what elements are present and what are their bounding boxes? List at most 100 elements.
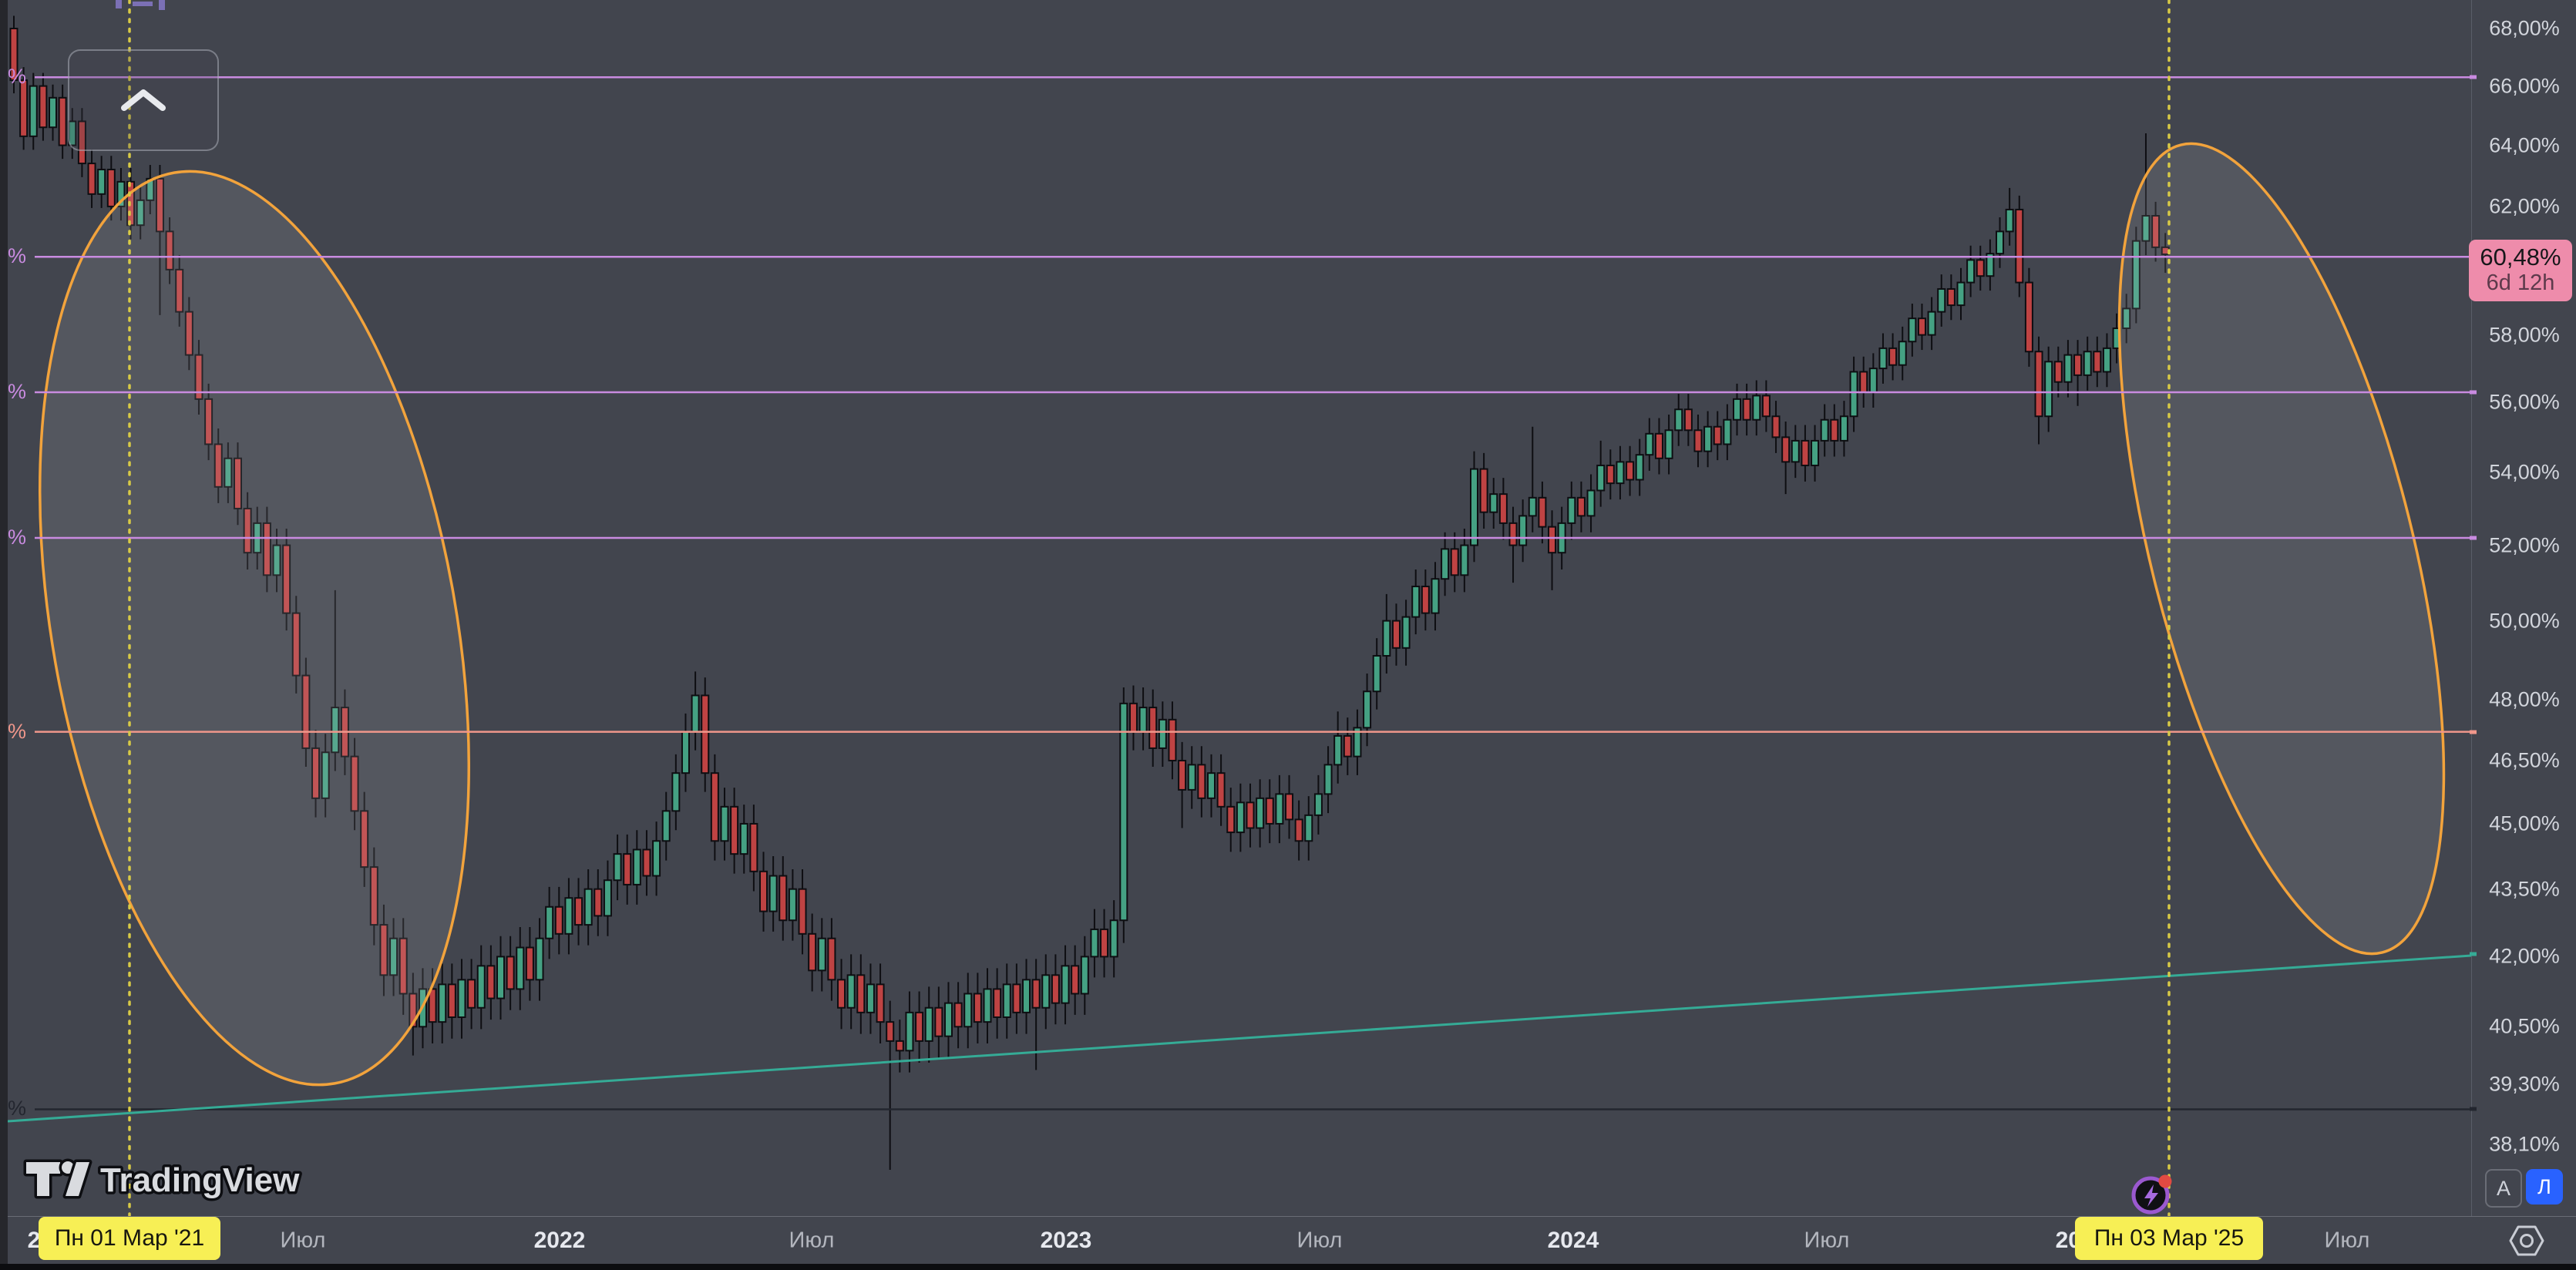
flash-indicator-icon[interactable]	[2130, 1173, 2175, 1220]
candle-down	[525, 946, 534, 981]
candle-up	[438, 983, 447, 1023]
ellipse-drawing[interactable]	[2053, 113, 2509, 984]
candle-up	[924, 1006, 933, 1042]
candle-up	[1811, 439, 1820, 466]
candle-down	[1168, 718, 1177, 761]
candle-up	[583, 888, 593, 926]
time-axis-label-month[interactable]: Июл	[280, 1228, 326, 1253]
clipped-drawing-artifact	[159, 0, 165, 10]
price-axis-label: 43,50%	[2489, 877, 2560, 901]
price-axis-label: 62,00%	[2489, 194, 2560, 218]
candle-up	[963, 993, 973, 1028]
candle-up	[905, 1011, 914, 1052]
candle-up	[1996, 230, 2005, 255]
axis-line-tick	[2470, 75, 2477, 79]
candle-down	[1508, 522, 1518, 546]
candle-down	[759, 870, 768, 912]
candle-down	[1576, 496, 1586, 517]
candle-down	[837, 979, 846, 1009]
bar-countdown: 6d 12h	[2486, 270, 2555, 295]
time-axis-label-year[interactable]: 2023	[1040, 1228, 1092, 1253]
candle-up	[476, 965, 486, 1009]
candle-down	[19, 79, 29, 137]
candle-down	[369, 866, 378, 926]
candle-down	[467, 979, 476, 1009]
candle-up	[1275, 793, 1284, 825]
lightning-bolt-icon	[2144, 1184, 2158, 1207]
candle-up	[652, 840, 661, 877]
price-axis-label: 40,50%	[2489, 1014, 2560, 1038]
window-bottom-edge	[0, 1264, 2576, 1270]
price-axis-label: 52,00%	[2489, 533, 2560, 557]
time-axis-label-month[interactable]: Июл	[1296, 1228, 1343, 1253]
candle-up	[1586, 489, 1596, 517]
line-price-label-cutoff: %	[8, 1097, 27, 1120]
auto-scale-button[interactable]: А	[2485, 1169, 2522, 1208]
candle-up	[1401, 616, 1411, 649]
candle-down	[554, 905, 563, 935]
axis-line-tick	[2470, 390, 2477, 395]
candle-down	[282, 544, 291, 614]
candle-down	[428, 988, 437, 1023]
time-axis-label-year[interactable]: 2022	[533, 1228, 586, 1253]
candle-up	[2063, 354, 2073, 383]
time-axis[interactable]: 2021Июл2022Июл2023Июл2024Июл2025ИюлПн 01…	[0, 1216, 2576, 1265]
collapse-toolbar-button[interactable]	[68, 49, 219, 151]
trendline-drawing[interactable]	[7, 954, 2472, 1123]
candle-down	[1946, 287, 1956, 307]
candle-down	[184, 311, 193, 356]
candle-up	[1839, 415, 1848, 442]
candle-up	[1489, 493, 1498, 513]
candle-up	[1966, 259, 1976, 284]
tradingview-watermark: TradingView	[20, 1153, 498, 1209]
candle-down	[915, 1011, 924, 1042]
candle-up	[389, 937, 399, 976]
chevron-up-icon	[121, 89, 166, 111]
candle-up	[603, 879, 612, 917]
candle-up	[661, 810, 671, 842]
candle-down	[1391, 620, 1401, 649]
candle-up	[1937, 287, 1946, 313]
candle-down	[399, 937, 408, 995]
candle-down	[409, 993, 418, 1028]
candle-down	[233, 457, 242, 509]
candle-down	[1626, 461, 1635, 481]
candle-down	[1265, 797, 1274, 825]
candle-down	[730, 805, 739, 855]
price-axis-label: 64,00%	[2489, 133, 2560, 157]
ellipse-drawing[interactable]	[0, 138, 533, 1119]
candle-up	[1956, 281, 1966, 307]
candle-down	[749, 822, 758, 872]
candle-down	[2053, 361, 2063, 383]
candle-down	[311, 747, 321, 799]
candle-down	[808, 932, 817, 972]
candle-up	[1596, 464, 1606, 492]
price-axis-label: 66,00%	[2489, 74, 2560, 98]
candle-down	[1742, 398, 1751, 421]
time-axis-label-month[interactable]: Июл	[2324, 1228, 2370, 1253]
time-axis-label-month[interactable]: Июл	[1804, 1228, 1850, 1253]
candle-up	[1820, 418, 1829, 442]
candle-up	[1363, 690, 1372, 729]
candle-up	[846, 974, 856, 1009]
candle-up	[2044, 361, 2053, 418]
log-scale-button[interactable]: Л	[2526, 1169, 2563, 1204]
time-axis-label-year[interactable]: 2024	[1547, 1228, 1599, 1253]
candle-down	[1071, 965, 1080, 995]
candle-up	[1353, 727, 1362, 758]
candle-up	[1090, 928, 1099, 958]
settings-gear-icon[interactable]	[2508, 1224, 2545, 1262]
price-axis-label: 50,00%	[2489, 609, 2560, 633]
clipped-drawing-artifact	[116, 0, 122, 8]
candle-up	[1849, 371, 1858, 418]
axis-line-tick	[2470, 1107, 2477, 1111]
line-price-label-cutoff: %	[8, 379, 27, 403]
price-axis-label: 54,00%	[2489, 460, 2560, 484]
candle-up	[2122, 307, 2131, 329]
candle-down	[486, 965, 496, 1000]
candle-up	[1927, 311, 1936, 336]
current-price-value: 60,48%	[2480, 243, 2561, 270]
time-axis-label-month[interactable]: Июл	[789, 1228, 835, 1253]
price-axis[interactable]: 68,00% 66,00% 64,00% 62,00% 58,00% 56,00% 54,0…	[2471, 0, 2576, 1216]
